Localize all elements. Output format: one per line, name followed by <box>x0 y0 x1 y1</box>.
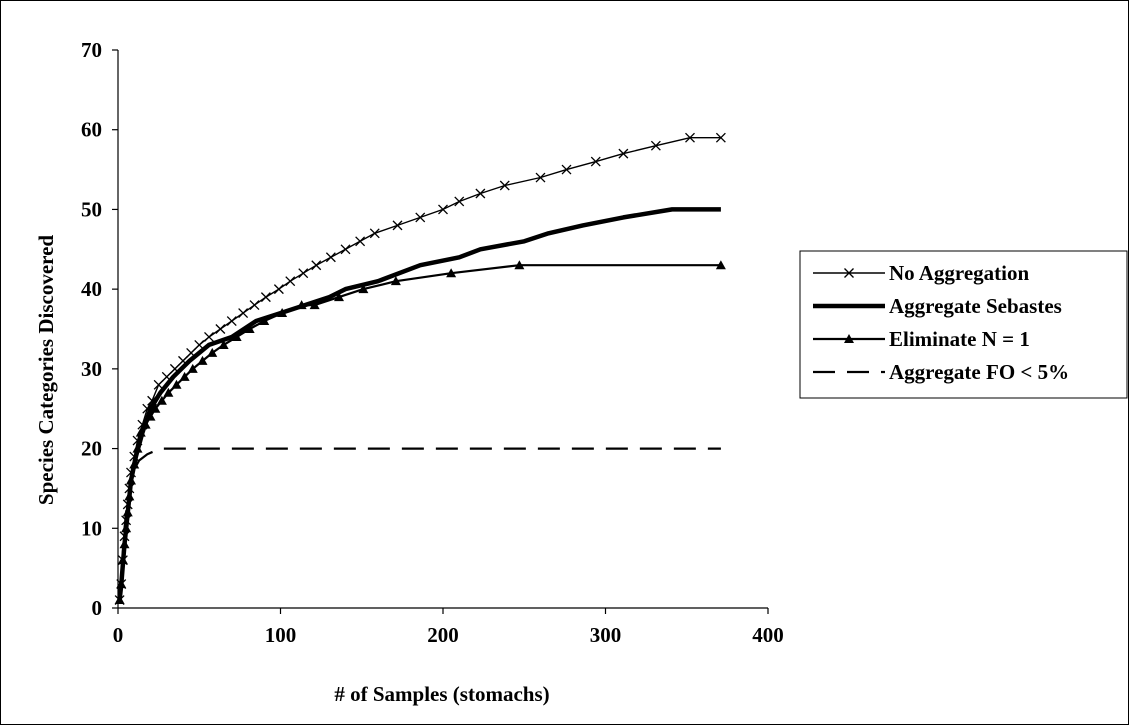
x-tick-label: 400 <box>752 623 784 647</box>
data-point-no-aggregation <box>312 261 321 270</box>
data-point-no-aggregation <box>250 301 259 310</box>
y-axis-label: Species Categories Discovered <box>34 235 58 506</box>
data-point-no-aggregation <box>341 245 350 254</box>
y-tick-label: 20 <box>81 437 102 461</box>
x-tick-label: 0 <box>113 623 124 647</box>
legend-label-no-aggregation: No Aggregation <box>889 261 1030 285</box>
data-point-no-aggregation <box>356 237 365 246</box>
y-tick-label: 10 <box>81 516 102 540</box>
y-tick-label: 40 <box>81 277 102 301</box>
series-line-eliminate-n-1 <box>120 265 721 600</box>
data-point-no-aggregation <box>476 189 485 198</box>
data-point-no-aggregation <box>619 149 628 158</box>
y-tick-label: 30 <box>81 357 102 381</box>
series-layer <box>115 133 726 604</box>
data-point-no-aggregation <box>455 197 464 206</box>
data-point-no-aggregation <box>591 157 600 166</box>
x-tick-label: 200 <box>427 623 459 647</box>
data-point-no-aggregation <box>562 165 571 174</box>
y-tick-label: 0 <box>92 596 103 620</box>
data-point-no-aggregation <box>416 213 425 222</box>
data-point-no-aggregation <box>286 277 295 286</box>
x-tick-label: 100 <box>265 623 297 647</box>
series-aggregate-fo-5 <box>120 449 721 600</box>
series-no-aggregation <box>115 133 725 604</box>
series-line-aggregate-fo-5 <box>120 449 721 600</box>
legend-label-aggregate-sebastes: Aggregate Sebastes <box>889 294 1062 318</box>
data-point-no-aggregation <box>299 269 308 278</box>
y-tick-label: 60 <box>81 118 102 142</box>
data-point-no-aggregation <box>393 221 402 230</box>
series-line-aggregate-sebastes <box>120 209 721 600</box>
axes: 0 100 200 300 400 0 10 20 30 40 50 60 70 <box>81 38 784 647</box>
data-point-no-aggregation <box>439 205 448 214</box>
legend-label-eliminate-n-1: Eliminate N = 1 <box>889 327 1030 351</box>
series-eliminate-n-1 <box>115 260 726 604</box>
y-tick-label: 50 <box>81 197 102 221</box>
data-point-no-aggregation <box>205 332 214 341</box>
legend: No Aggregation Aggregate Sebastes Eliminat… <box>800 251 1127 398</box>
x-tick-label: 300 <box>590 623 622 647</box>
data-point-no-aggregation <box>239 309 248 318</box>
data-point-no-aggregation <box>227 317 236 326</box>
data-point-no-aggregation <box>370 229 379 238</box>
x-axis-label: # of Samples (stomachs) <box>334 682 549 706</box>
data-point-no-aggregation <box>261 293 270 302</box>
data-point-no-aggregation <box>326 253 335 262</box>
series-line-no-aggregation <box>120 138 721 600</box>
data-point-no-aggregation <box>274 285 283 294</box>
series-aggregate-sebastes <box>120 209 721 600</box>
legend-label-aggregate-fo-5: Aggregate FO < 5% <box>889 360 1069 384</box>
data-point-no-aggregation <box>216 325 225 334</box>
y-tick-label: 70 <box>81 38 102 62</box>
